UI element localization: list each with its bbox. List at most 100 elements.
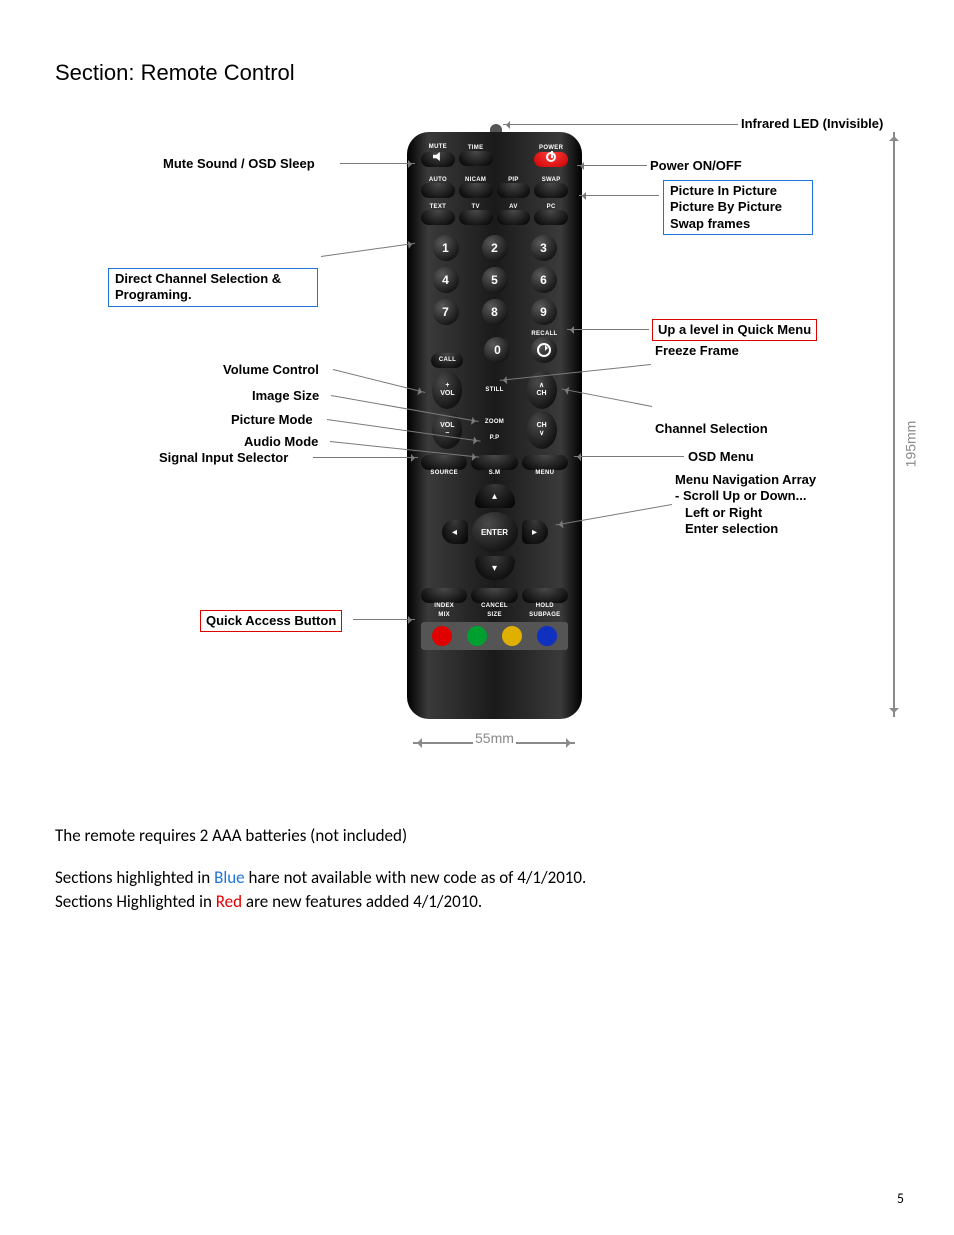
callout-direct-line2: Programing. — [115, 287, 192, 302]
arrow-quickmenu — [567, 329, 649, 330]
arrow-signal — [313, 457, 418, 458]
time-button[interactable] — [459, 151, 493, 166]
source-button[interactable] — [421, 455, 467, 470]
label-text: TEXT — [421, 204, 455, 210]
callout-quickmenu: Up a level in Quick Menu — [652, 319, 817, 341]
label-mute: MUTE — [421, 144, 455, 150]
dpad-down[interactable]: ▾ — [475, 556, 515, 580]
dpad-right[interactable]: ▸ — [522, 520, 548, 544]
label-cancel: CANCEL — [471, 603, 517, 609]
note-red-post: are new features added 4/1/2010. — [242, 891, 482, 912]
label-zoom: ZOOM — [485, 419, 504, 425]
cancel-button[interactable] — [471, 588, 517, 603]
label-menu: MENU — [522, 470, 568, 476]
remote-body: MUTE TIME POWER AUTO NICAM PIP SWAP TEXT… — [407, 132, 582, 719]
callout-pip-2: Picture By Picture — [670, 199, 782, 214]
callout-picmode: Picture Mode — [231, 412, 313, 428]
keypad-6[interactable]: 6 — [531, 267, 557, 293]
callout-freeze: Freeze Frame — [655, 343, 739, 359]
label-pip: PIP — [497, 177, 531, 183]
keypad-9[interactable]: 9 — [531, 299, 557, 325]
dpad-up[interactable]: ▴ — [475, 484, 515, 508]
note-blue-pre: Sections highlighted in — [55, 867, 214, 888]
arrow-power — [577, 165, 647, 166]
note-red-pre: Sections Highlighted in — [55, 891, 216, 912]
callout-nav-2: - Scroll Up or Down... — [675, 488, 806, 503]
keypad-4[interactable]: 4 — [433, 267, 459, 293]
callout-pip-3: Swap frames — [670, 216, 750, 231]
keypad-2[interactable]: 2 — [482, 235, 508, 261]
keypad-7[interactable]: 7 — [433, 299, 459, 325]
label-source: SOURCE — [421, 470, 467, 476]
callout-infrared: Infrared LED (Invisible) — [741, 116, 883, 132]
power-icon — [546, 152, 556, 162]
pc-button[interactable] — [534, 210, 568, 225]
label-pc: PC — [534, 204, 568, 210]
label-sm: S.M — [471, 470, 517, 476]
arrow-osd — [574, 456, 684, 457]
callout-osd: OSD Menu — [688, 449, 754, 465]
vol-up-button[interactable]: +VOL — [432, 371, 462, 409]
remote-diagram: MUTE TIME POWER AUTO NICAM PIP SWAP TEXT… — [55, 116, 905, 766]
tv-button[interactable] — [459, 210, 493, 225]
label-call: CALL — [431, 357, 463, 363]
label-still: STILL — [485, 387, 503, 393]
note-battery: The remote requires 2 AAA batteries (not… — [55, 824, 914, 848]
label-pp: P.P — [485, 435, 504, 441]
swap-button[interactable] — [534, 183, 568, 198]
note-red-word: Red — [216, 891, 242, 912]
callout-pip: Picture In Picture Picture By Picture Sw… — [663, 180, 813, 235]
auto-button[interactable] — [421, 183, 455, 198]
dim-height: 195mm — [902, 417, 918, 472]
callout-audiomode: Audio Mode — [244, 434, 318, 450]
callout-channel: Channel Selection — [655, 421, 768, 437]
arrow-infrared — [503, 124, 738, 125]
label-size: SIZE — [471, 612, 517, 618]
av-button[interactable] — [497, 210, 531, 225]
page-number: 5 — [897, 1190, 904, 1207]
callout-volume: Volume Control — [223, 362, 319, 378]
dpad-left[interactable]: ◂ — [442, 520, 468, 544]
arrow-pip — [579, 195, 659, 196]
label-time: TIME — [459, 145, 493, 151]
navigation-dpad: ▴ ▾ ◂ ▸ ENTER — [440, 482, 550, 582]
nicam-button[interactable] — [459, 183, 493, 198]
quick-blue-button[interactable] — [536, 625, 558, 647]
callout-direct-channel: Direct Channel Selection & Programing. — [108, 268, 318, 307]
quick-red-button[interactable] — [431, 625, 453, 647]
quick-green-button[interactable] — [466, 625, 488, 647]
keypad-1[interactable]: 1 — [433, 235, 459, 261]
power-button[interactable] — [534, 152, 568, 167]
mute-icon — [433, 152, 443, 161]
label-index: INDEX — [421, 603, 467, 609]
quick-yellow-button[interactable] — [501, 625, 523, 647]
mute-button[interactable] — [421, 152, 455, 167]
label-mix: MIX — [421, 612, 467, 618]
label-swap: SWAP — [534, 177, 568, 183]
callout-signal: Signal Input Selector — [159, 450, 288, 466]
label-tv: TV — [459, 204, 493, 210]
keypad-3[interactable]: 3 — [531, 235, 557, 261]
callout-nav-3: Left or Right — [675, 505, 762, 520]
arrow-quickaccess — [353, 619, 415, 620]
keypad-0[interactable]: 0 — [484, 337, 510, 363]
ch-down-button[interactable]: CH∨ — [527, 411, 557, 449]
pip-button[interactable] — [497, 183, 531, 198]
hold-button[interactable] — [522, 588, 568, 603]
text-button[interactable] — [421, 210, 455, 225]
keypad-8[interactable]: 8 — [482, 299, 508, 325]
dim-width: 55mm — [473, 730, 516, 746]
callout-quickaccess: Quick Access Button — [200, 610, 342, 632]
recall-button[interactable] — [531, 337, 557, 363]
keypad-5[interactable]: 5 — [482, 267, 508, 293]
menu-button[interactable] — [522, 455, 568, 470]
label-hold: HOLD — [522, 603, 568, 609]
note-blue: Sections highlighted in Blue hare not av… — [55, 866, 914, 914]
enter-button[interactable]: ENTER — [472, 512, 518, 552]
index-button[interactable] — [421, 588, 467, 603]
arrow-direct — [321, 243, 415, 257]
callout-power: Power ON/OFF — [650, 158, 742, 174]
dim-height-line — [893, 132, 895, 717]
label-subpage: SUBPAGE — [522, 612, 568, 618]
label-nicam: NICAM — [459, 177, 493, 183]
